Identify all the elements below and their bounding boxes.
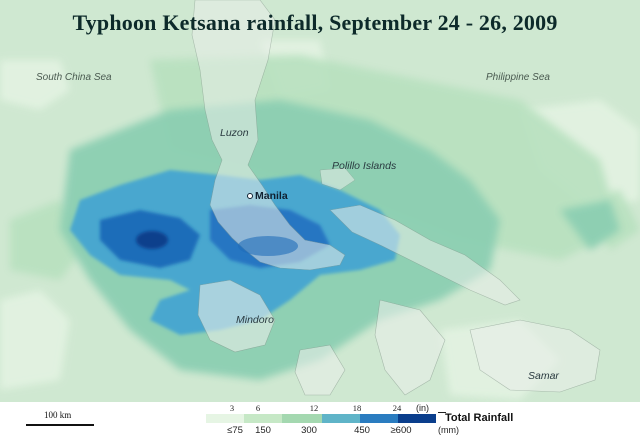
scale-bar-label: 100 km — [44, 410, 72, 420]
legend-inch-unit: (in) — [416, 403, 429, 413]
legend-swatch-4 — [322, 414, 360, 423]
legend-in-tick-24: 24 — [392, 403, 402, 413]
map-title: Typhoon Ketsana rainfall, September 24 -… — [72, 10, 558, 35]
legend-pointer-line — [438, 412, 446, 413]
legend-title: Total Rainfall — [445, 412, 514, 424]
legend-mm-tick-300: 300 — [301, 425, 317, 436]
legend-swatch-3 — [282, 414, 322, 423]
rainfall-core — [136, 231, 168, 249]
legend-in-tick-6: 6 — [255, 403, 261, 413]
legend-in-tick-3: 3 — [229, 403, 235, 413]
label-philippine-sea: Philippine Sea — [486, 72, 550, 83]
label-luzon: Luzon — [220, 127, 249, 139]
laguna-lake — [238, 236, 298, 256]
legend-in-tick-12: 12 — [309, 403, 319, 413]
landmass-samar — [294, 299, 601, 396]
label-south-china-sea: South China Sea — [36, 72, 112, 83]
legend-swatch-6 — [398, 414, 436, 423]
label-manila: Manila — [255, 190, 288, 202]
landmass-luzon — [191, 0, 521, 306]
legend-in-tick-18: 18 — [352, 403, 362, 413]
scale-bar — [26, 424, 94, 426]
legend-mm-tick-75: ≤75 — [227, 425, 243, 436]
legend-mm-tick-600: ≥600 — [390, 425, 412, 436]
legend-swatch-5 — [360, 414, 398, 423]
legend-mm-unit: (mm) — [438, 425, 459, 435]
legend-swatch-1 — [206, 414, 244, 423]
legend-mm-tick-450: 450 — [354, 425, 370, 436]
legend-mm-tick-150: 150 — [255, 425, 271, 436]
legend-swatch-2 — [244, 414, 282, 423]
landmass-mindoro — [197, 279, 276, 353]
label-mindoro: Mindoro — [236, 314, 274, 326]
label-samar: Samar — [528, 370, 559, 382]
label-polillo-islands: Polillo Islands — [332, 160, 397, 172]
manila-marker — [247, 193, 253, 199]
